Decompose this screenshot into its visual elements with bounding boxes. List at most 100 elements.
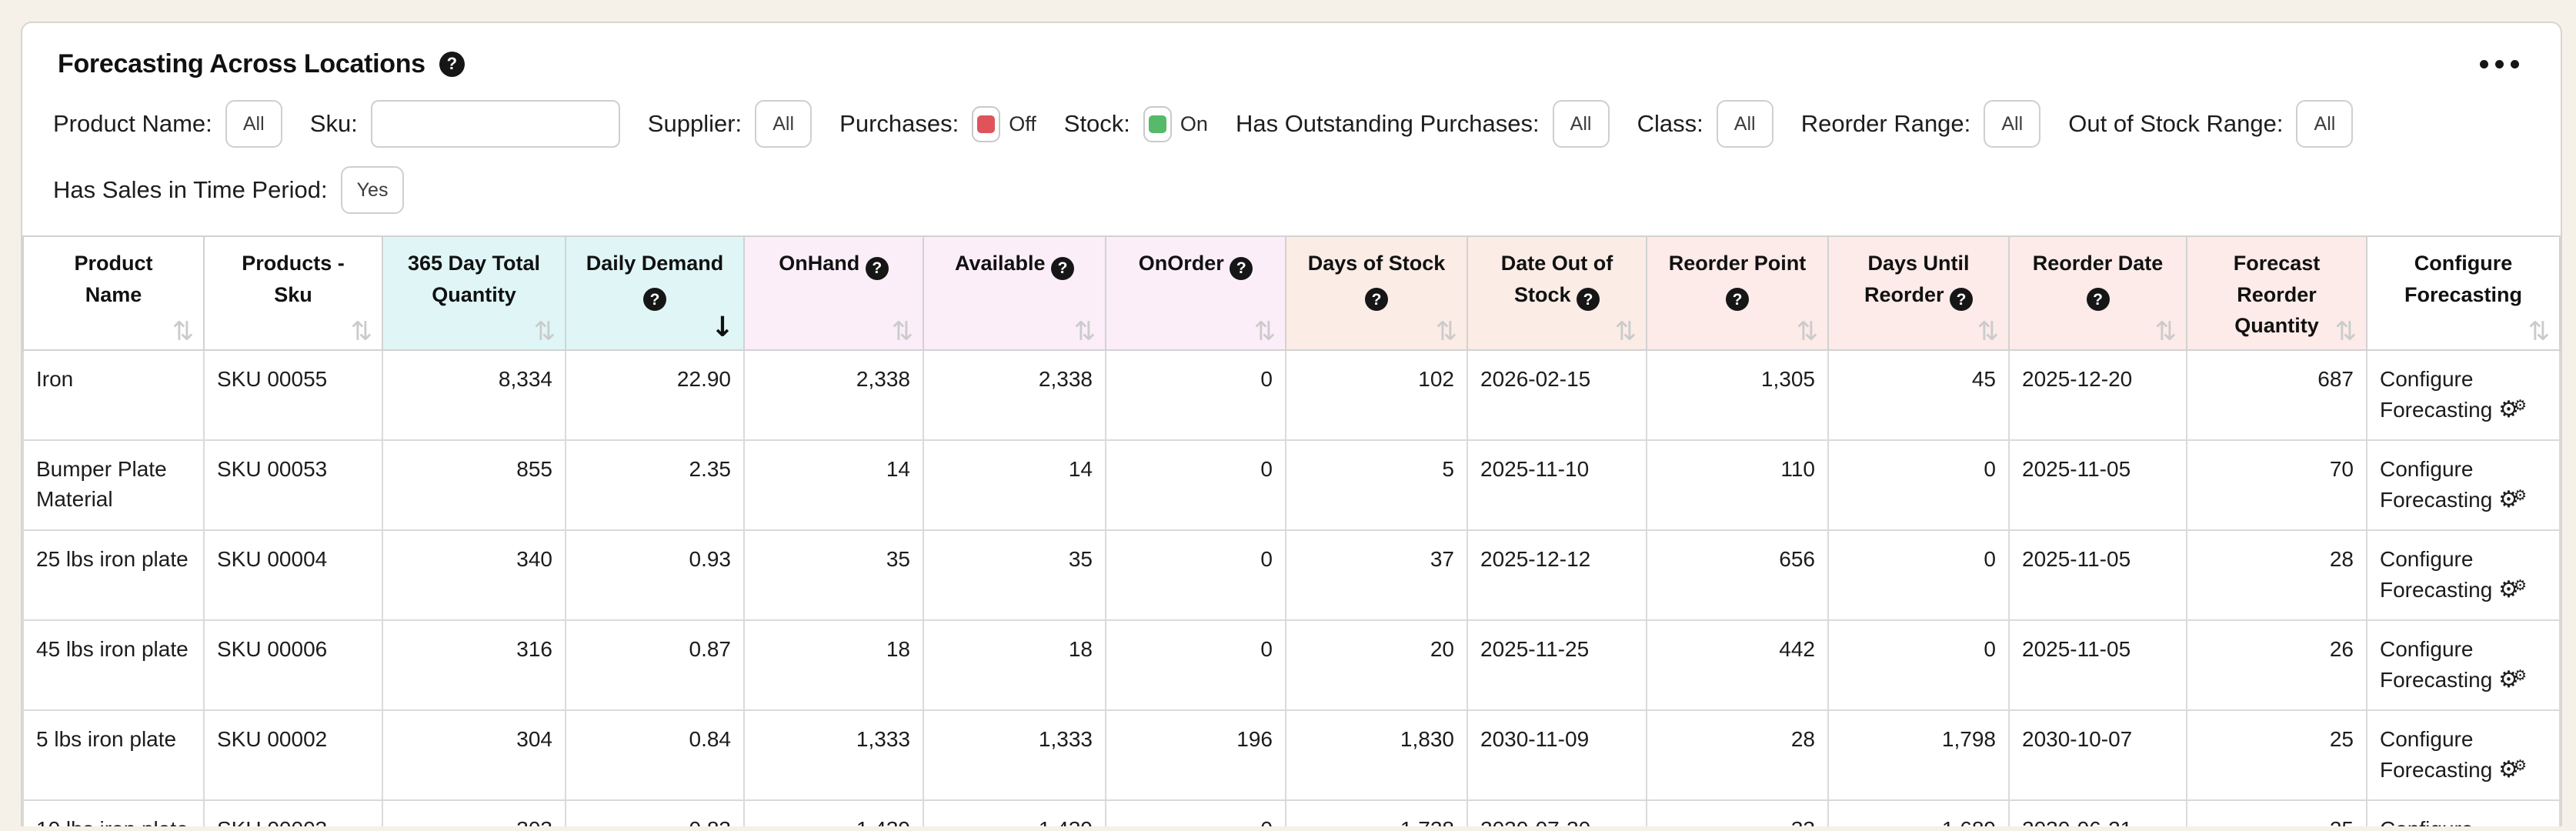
cell-products-sku: SKU 00004 [203,529,383,622]
column-header-onhand[interactable]: OnHand ? ⇅ [743,235,924,351]
cell-onorder: 0 [1105,439,1286,531]
column-header-daily-demand[interactable]: Daily Demand ? ↓ [565,235,745,351]
column-header-365-day-total-quantity[interactable]: 365 Day Total Quantity ⇅ [382,235,566,351]
sort-icon: ⇅ [1796,315,1819,347]
stock-checkbox[interactable] [1143,105,1172,142]
page-title: Forecasting Across Locations [58,48,425,78]
has-outstanding-purchases-filter: Has Outstanding Purchases: All [1236,100,1610,148]
purchases-checkbox-fill [977,115,996,133]
cell-date-out-of-stock: 2025-12-12 [1467,529,1647,622]
purchases-checkbox[interactable] [972,105,1001,142]
product-name-filter: Product Name: All [53,100,282,148]
has-sales-in-time-period-button[interactable]: Yes [340,166,405,214]
cell-reorder-date: 2030-10-07 [2008,709,2187,802]
configure-forecasting-link[interactable]: Configure Forecasting ⚙⚙ [2380,546,2528,604]
date-out-of-stock-help-icon[interactable]: ? [1577,288,1600,312]
cell-days-until-reorder: 0 [1827,439,2010,531]
sort-icon: ⇅ [1253,315,1276,347]
cell-configure-forecasting: Configure Forecasting ⚙⚙ [2366,529,2561,622]
cell-reorder-date: 2025-11-05 [2008,529,2187,622]
sort-icon: ⇅ [1073,315,1096,347]
column-header-forecast-reorder-quantity[interactable]: Forecast Reorder Quantity ⇅ [2186,235,2367,351]
sort-desc-icon: ↓ [710,311,734,343]
column-header-products-sku[interactable]: Products - Sku ⇅ [203,235,383,351]
title-help-icon[interactable]: ? [439,51,465,77]
configure-forecasting-link[interactable]: Configure Forecasting ⚙⚙ [2380,637,2528,694]
onhand-help-icon[interactable]: ? [865,256,889,280]
configure-forecasting-link[interactable]: Configure Forecasting ⚙⚙ [2380,817,2527,826]
cell-date-out-of-stock: 2025-11-25 [1467,619,1647,712]
class-label: Class: [1637,110,1703,137]
column-header-days-until-reorder[interactable]: Days Until Reorder ? ⇅ [1827,235,2010,351]
cell-days-until-reorder: 1,798 [1827,709,2010,802]
available-header-label: Available ? [933,248,1096,280]
column-header-reorder-date[interactable]: Reorder Date ? ⇅ [2008,235,2187,351]
cell-reorder-date: 2030-06-21 [2008,799,2187,826]
reorder-range-button[interactable]: All [1984,100,2041,148]
has-sales-in-time-period-filter: Has Sales in Time Period: Yes [53,166,405,214]
onorder-help-icon[interactable]: ? [1230,256,1253,280]
cell-available: 1,333 [923,709,1106,802]
cell-onhand: 35 [743,529,924,622]
cell-onorder: 0 [1105,619,1286,712]
has-outstanding-purchases-button[interactable]: All [1552,100,1610,148]
days-of-stock-help-icon[interactable]: ? [1365,288,1388,312]
reorder-point-help-icon[interactable]: ? [1726,288,1749,312]
sort-icon: ⇅ [891,315,914,347]
cell-days-of-stock: 1,830 [1285,709,1468,802]
days-until-reorder-help-icon[interactable]: ? [1950,288,1974,312]
cell-date-out-of-stock: 2030-11-09 [1467,709,1647,802]
column-header-reorder-point[interactable]: Reorder Point ? ⇅ [1646,235,1829,351]
supplier-label: Supplier: [647,110,742,137]
available-help-icon[interactable]: ? [1051,256,1075,280]
cell-onhand: 18 [743,619,924,712]
cell-reorder-point: 28 [1646,709,1829,802]
gear-big-icon: ⚙ [2498,486,2519,513]
onhand-header-label: OnHand ? [754,248,913,280]
cell-days-until-reorder: 0 [1827,619,2010,712]
forecasting-table: Product Name ⇅ Products - Sku ⇅ 365 Day Tota… [22,235,2561,826]
gear-small-icon: ⚙ [2513,396,2528,414]
cell-forecast-reorder-quantity: 25 [2186,799,2367,826]
class-button[interactable]: All [1716,100,1774,148]
cell-365-day-total-quantity: 304 [382,709,566,802]
configure-forecasting-link[interactable]: Configure Forecasting ⚙⚙ [2380,727,2528,784]
product-name-button[interactable]: All [225,100,282,148]
cell-daily-demand: 22.90 [565,349,745,441]
daily-demand-help-icon[interactable]: ? [643,288,666,312]
sku-label: Sku: [309,110,358,137]
purchases-state-label: Off [1009,112,1036,135]
cell-onorder: 0 [1105,799,1286,826]
configure-forecasting-link[interactable]: Configure Forecasting ⚙⚙ [2380,366,2528,423]
cell-configure-forecasting: Configure Forecasting ⚙⚙ [2366,619,2561,712]
cell-forecast-reorder-quantity: 26 [2186,619,2367,712]
ellipsis-menu-button[interactable] [2474,54,2525,75]
cell-daily-demand: 0.84 [565,709,745,802]
cell-configure-forecasting: Configure Forecasting ⚙⚙ [2366,349,2561,441]
cell-reorder-date: 2025-11-05 [2008,619,2187,712]
gears-icon: ⚙⚙ [2498,576,2527,603]
column-header-product-name[interactable]: Product Name ⇅ [22,235,205,351]
stock-filter: Stock: On [1064,105,1208,142]
cell-product-name: 10 lbs iron plate [22,799,205,826]
gear-big-icon: ⚙ [2498,756,2519,784]
sku-input[interactable] [370,100,620,148]
table-row: Iron SKU 00055 8,334 22.90 2,338 2,338 0 102 202… [22,349,2561,441]
out-of-stock-range-button[interactable]: All [2296,100,2354,148]
cell-365-day-total-quantity: 855 [382,439,566,531]
configure-forecasting-link[interactable]: Configure Forecasting ⚙⚙ [2380,456,2528,513]
column-header-onorder[interactable]: OnOrder ? ⇅ [1105,235,1286,351]
gears-icon: ⚙⚙ [2498,666,2527,693]
column-header-available[interactable]: Available ? ⇅ [923,235,1106,351]
cell-365-day-total-quantity: 303 [382,799,566,826]
cell-configure-forecasting: Configure Forecasting ⚙⚙ [2366,799,2561,826]
cell-products-sku: SKU 00003 [203,799,383,826]
reorder-date-help-icon[interactable]: ? [2086,288,2110,312]
supplier-button[interactable]: All [755,100,813,148]
column-header-configure-forecasting[interactable]: Configure Forecasting ⇅ [2366,235,2561,351]
cell-onorder: 0 [1105,349,1286,441]
column-header-date-out-of-stock[interactable]: Date Out of Stock ? ⇅ [1467,235,1647,351]
products-sku-header-label: Products - Sku [242,252,345,306]
column-header-days-of-stock[interactable]: Days of Stock ? ⇅ [1285,235,1468,351]
